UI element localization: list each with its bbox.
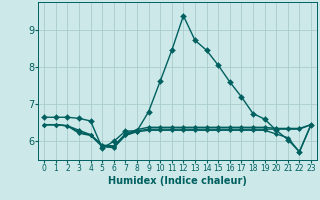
X-axis label: Humidex (Indice chaleur): Humidex (Indice chaleur) bbox=[108, 176, 247, 186]
